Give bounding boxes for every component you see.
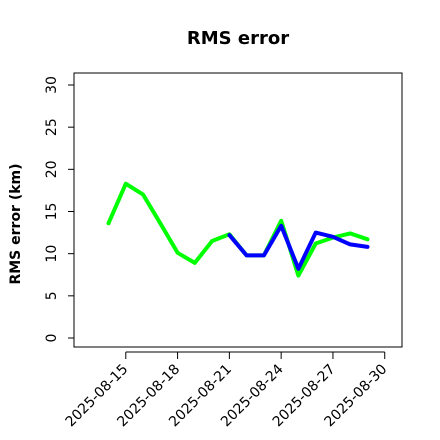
y-tick-label: 30 xyxy=(44,76,60,94)
y-tick-label: 20 xyxy=(44,160,60,178)
series-line-2 xyxy=(227,223,370,271)
y-tick-label: 10 xyxy=(44,245,60,263)
y-tick-label: 15 xyxy=(44,203,60,221)
chart-title: RMS error xyxy=(187,28,289,49)
plot-border xyxy=(73,72,403,348)
plot-frame xyxy=(73,72,403,348)
series-line-1 xyxy=(106,181,370,278)
y-tick-label: 0 xyxy=(44,334,60,343)
series-layer xyxy=(106,181,370,278)
y-axis: 0 5 10 15 20 25 30 xyxy=(44,76,75,343)
y-tick-label: 5 xyxy=(44,291,60,300)
x-axis: 2025-08-152025-08-182025-08-212025-08-24… xyxy=(63,351,390,430)
y-axis-label: RMS error (km) xyxy=(8,163,24,284)
y-tick-label: 25 xyxy=(44,118,60,136)
